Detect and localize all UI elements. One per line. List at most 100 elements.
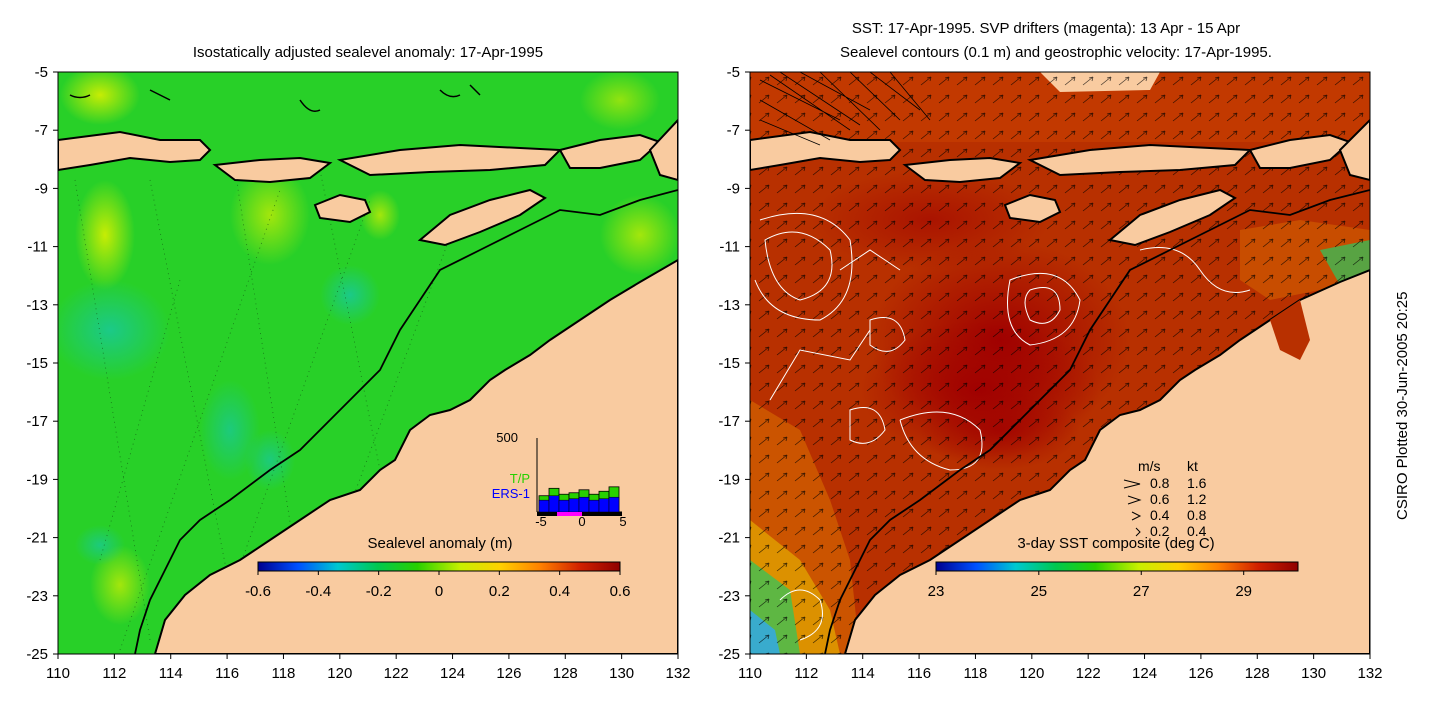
- inset-bar-ers: [548, 495, 560, 513]
- left-lon-tick-124: 124: [440, 665, 465, 682]
- inset-bar-ers: [588, 499, 600, 513]
- inset-xtick-5: 5: [619, 514, 626, 529]
- right-colorbar-title: 3-day SST composite (deg C): [1017, 535, 1214, 552]
- velocity-legend-kt-header: kt: [1187, 458, 1198, 474]
- velocity-legend-kt-1.6: 1.6: [1187, 475, 1207, 491]
- inset-ymax-label: 500: [496, 430, 518, 445]
- left-lon-tick-114: 114: [159, 665, 183, 682]
- velocity-legend: m/s kt 0.8 1.60.6 1.20.4 0.80.2 0.4: [1123, 458, 1207, 539]
- left-colorbar-title: Sealevel anomaly (m): [367, 535, 512, 552]
- velocity-legend-ms-0.8: 0.8: [1150, 475, 1170, 491]
- timor-land: [417, 188, 547, 247]
- left-lon-tick-128: 128: [553, 665, 578, 682]
- right-lat-tick--23: -23: [718, 588, 740, 605]
- left-lat-tick--21: -21: [26, 530, 48, 547]
- left-colorbar-tick-0.2: 0.2: [489, 583, 510, 600]
- right-lon-tick-130: 130: [1301, 665, 1326, 682]
- inset-bar-ers: [598, 498, 610, 513]
- right-lon-tick-112: 112: [794, 665, 818, 682]
- dense-velocity-nw: [759, 72, 931, 146]
- right-title-line1: SST: 17-Apr-1995. SVP drifters (magenta)…: [852, 20, 1240, 37]
- left-title: Isostatically adjusted sealevel anomaly:…: [193, 44, 543, 61]
- right-lat-tick--15: -15: [718, 355, 740, 372]
- left-lon-tick-116: 116: [215, 665, 239, 682]
- australia-land-right: [843, 268, 1370, 654]
- velocity-legend-ms-0.6: 0.6: [1150, 491, 1170, 507]
- velocity-legend-arrow: [1131, 511, 1142, 521]
- right-lat-tick--11: -11: [719, 239, 740, 256]
- velocity-legend-ms-0.4: 0.4: [1150, 507, 1170, 523]
- left-colorbar-tick-0: 0: [435, 583, 443, 600]
- left-lon-tick-112: 112: [102, 665, 126, 682]
- tanimbar-land: [648, 118, 678, 182]
- right-lat-tick--21: -21: [718, 530, 740, 547]
- left-lat-tick--11: -11: [27, 239, 48, 256]
- right-lat-tick--17: -17: [718, 413, 740, 430]
- velocity-legend-arrow: [1123, 479, 1141, 489]
- left-lat-tick--7: -7: [35, 122, 48, 139]
- australia-land: [153, 258, 678, 654]
- right-lat-tick--13: -13: [718, 297, 740, 314]
- left-lon-tick-110: 110: [46, 665, 70, 682]
- right-colorbar-tick-23: 23: [928, 583, 945, 600]
- right-lat-tick--5: -5: [727, 64, 740, 81]
- inset-bar-ers: [578, 496, 590, 513]
- right-lon-tick-118: 118: [963, 665, 987, 682]
- left-lon-tick-120: 120: [327, 665, 352, 682]
- legend-tp: T/P: [510, 471, 530, 486]
- flores-land: [336, 143, 563, 177]
- velocity-legend-kt-0.8: 0.8: [1187, 507, 1207, 523]
- left-colorbar-tick-0.6: 0.6: [610, 583, 631, 600]
- left-lat-tick--25: -25: [26, 646, 48, 663]
- java-land-right: [750, 130, 902, 172]
- inset-bar-ers: [568, 498, 580, 513]
- legend-ers: ERS-1: [492, 486, 530, 501]
- left-colorbar-tick--0.4: -0.4: [305, 583, 331, 600]
- right-map: [750, 72, 1370, 654]
- left-map: [58, 72, 678, 654]
- right-lon-tick-126: 126: [1188, 665, 1213, 682]
- right-lon-tick-120: 120: [1019, 665, 1044, 682]
- plot-credit: CSIRO Plotted 30-Jun-2005 20:25: [1394, 292, 1411, 520]
- java-land: [58, 130, 212, 172]
- left-lat-tick--13: -13: [26, 297, 48, 314]
- velocity-legend-kt-1.2: 1.2: [1187, 491, 1207, 507]
- right-lat-tick--25: -25: [718, 646, 740, 663]
- left-lon-tick-132: 132: [665, 665, 690, 682]
- inset-drifter-marks: [557, 512, 582, 516]
- left-colorbar: Sealevel anomaly (m) -0.6 -0.4 -0.2 0 0.2 0.4…: [245, 535, 630, 600]
- right-colorbar-tick-27: 27: [1133, 583, 1150, 600]
- timor-land-right: [1107, 188, 1237, 247]
- right-lon-tick-122: 122: [1076, 665, 1101, 682]
- sumba-land: [313, 193, 372, 224]
- velocity-legend-ms-0.2: 0.2: [1150, 523, 1170, 539]
- velocity-legend-arrow: [1127, 495, 1142, 505]
- left-lat-tick--17: -17: [26, 413, 48, 430]
- left-colorbar-tick--0.6: -0.6: [245, 583, 271, 600]
- right-colorbar: 3-day SST composite (deg C) 23 25 27 29: [928, 535, 1299, 600]
- right-title-line2: Sealevel contours (0.1 m) and geostrophi…: [840, 44, 1272, 61]
- right-lon-tick-116: 116: [907, 665, 931, 682]
- right-colorbar-tick-29: 29: [1235, 583, 1252, 600]
- right-colorbar-tick-25: 25: [1030, 583, 1047, 600]
- inset-bar-ers: [538, 499, 550, 513]
- left-lat-tick--5: -5: [35, 64, 48, 81]
- left-lat-tick--9: -9: [35, 180, 48, 197]
- velocity-legend-kt-0.4: 0.4: [1187, 523, 1207, 539]
- left-lon-tick-118: 118: [271, 665, 295, 682]
- left-lat-tick--23: -23: [26, 588, 48, 605]
- right-lon-tick-124: 124: [1132, 665, 1157, 682]
- right-lon-tick-128: 128: [1245, 665, 1270, 682]
- right-lon-tick-114: 114: [851, 665, 875, 682]
- right-lon-tick-132: 132: [1357, 665, 1382, 682]
- inset-bar-ers: [558, 499, 570, 513]
- obs-inset: 500 T/P ERS-1 -5 0 5: [492, 430, 627, 529]
- left-lat-tick--19: -19: [26, 471, 48, 488]
- inset-xtick-0: 0: [578, 514, 585, 529]
- sumbawa-land: [212, 156, 333, 184]
- right-lat-tick--7: -7: [727, 122, 740, 139]
- left-lon-tick-130: 130: [609, 665, 634, 682]
- left-lon-tick-122: 122: [384, 665, 409, 682]
- left-colorbar-tick-0.4: 0.4: [549, 583, 570, 600]
